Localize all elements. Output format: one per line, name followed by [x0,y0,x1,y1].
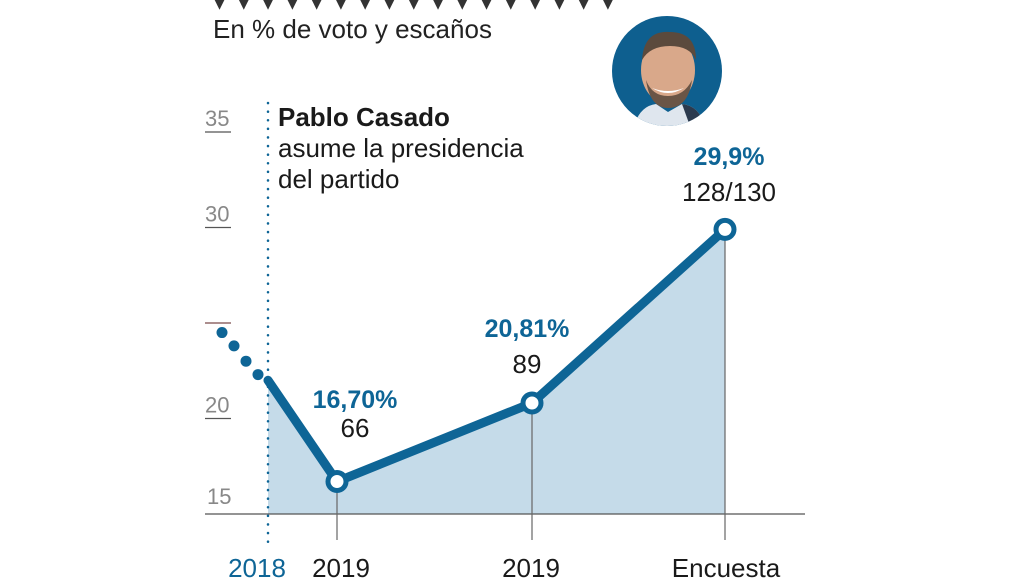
value-label: 16,70% [313,386,398,414]
seats-label: 89 [513,349,542,379]
area-fill [268,229,725,514]
annotation-line1: asume la presidencia [278,133,524,163]
data-point[interactable] [325,470,349,494]
seats-label: 128/130 [682,177,776,207]
chart-subtitle: En % de voto y escaños [213,14,492,44]
avatar [612,16,722,126]
pre-2018-dot [252,369,264,381]
y-tick-label: 15 [207,484,231,509]
y-tick-label: 20 [205,393,229,418]
y-tick-label: 30 [205,202,229,227]
pre-2018-dot [216,327,228,339]
pre-2018-dot [228,340,240,352]
x-tick-label: 2019 [312,553,370,578]
value-label: 20,81% [485,315,570,343]
value-label: 29,9% [694,143,765,171]
event-annotation: Pablo Casado asume la presidencia del pa… [278,102,524,195]
x-tick-label: 2019 [502,553,560,578]
y-tick-label: 35 [205,106,229,131]
data-point[interactable] [713,217,737,241]
portrait-icon [634,31,704,126]
data-point[interactable] [520,391,544,415]
series-line [263,224,730,487]
x-tick-label: Encuesta [672,553,781,578]
annotation-line2: del partido [278,164,400,194]
annotation-name: Pablo Casado [278,102,450,132]
seats-label: 66 [341,413,370,443]
clipped-title: ▾ ▾ ▾ ▾ ▾ ▾ ▾ ▾ ▾ ▾ ▾ ▾ ▾ ▾ ▾ ▾ ▾ [213,0,617,16]
x-tick-label: 2018 [228,553,286,578]
pre-2018-dot [240,355,252,367]
